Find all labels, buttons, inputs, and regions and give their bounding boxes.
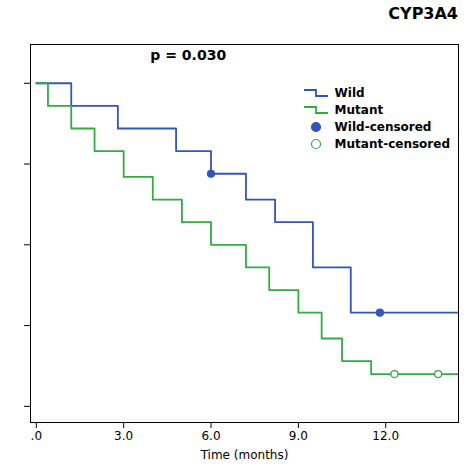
html-text:Mutant-censored: Mutant-censored	[334, 136, 450, 151]
html-text:Wild: Wild	[334, 85, 365, 100]
svg-text:Time (months): Time (months)	[200, 448, 289, 462]
html-text:CYP3A4: CYP3A4	[388, 4, 458, 23]
svg-text:.0: .0	[31, 429, 42, 443]
svg-text:12.0: 12.0	[372, 429, 399, 443]
svg-text:6.0: 6.0	[201, 429, 220, 443]
svg-text:9.0: 9.0	[289, 429, 308, 443]
html-text:Wild-censored: Wild-censored	[334, 119, 432, 134]
html-text:Mutant: Mutant	[334, 102, 384, 117]
svg-text:3.0: 3.0	[114, 429, 133, 443]
svg-text:p = 0.030: p = 0.030	[150, 47, 226, 63]
